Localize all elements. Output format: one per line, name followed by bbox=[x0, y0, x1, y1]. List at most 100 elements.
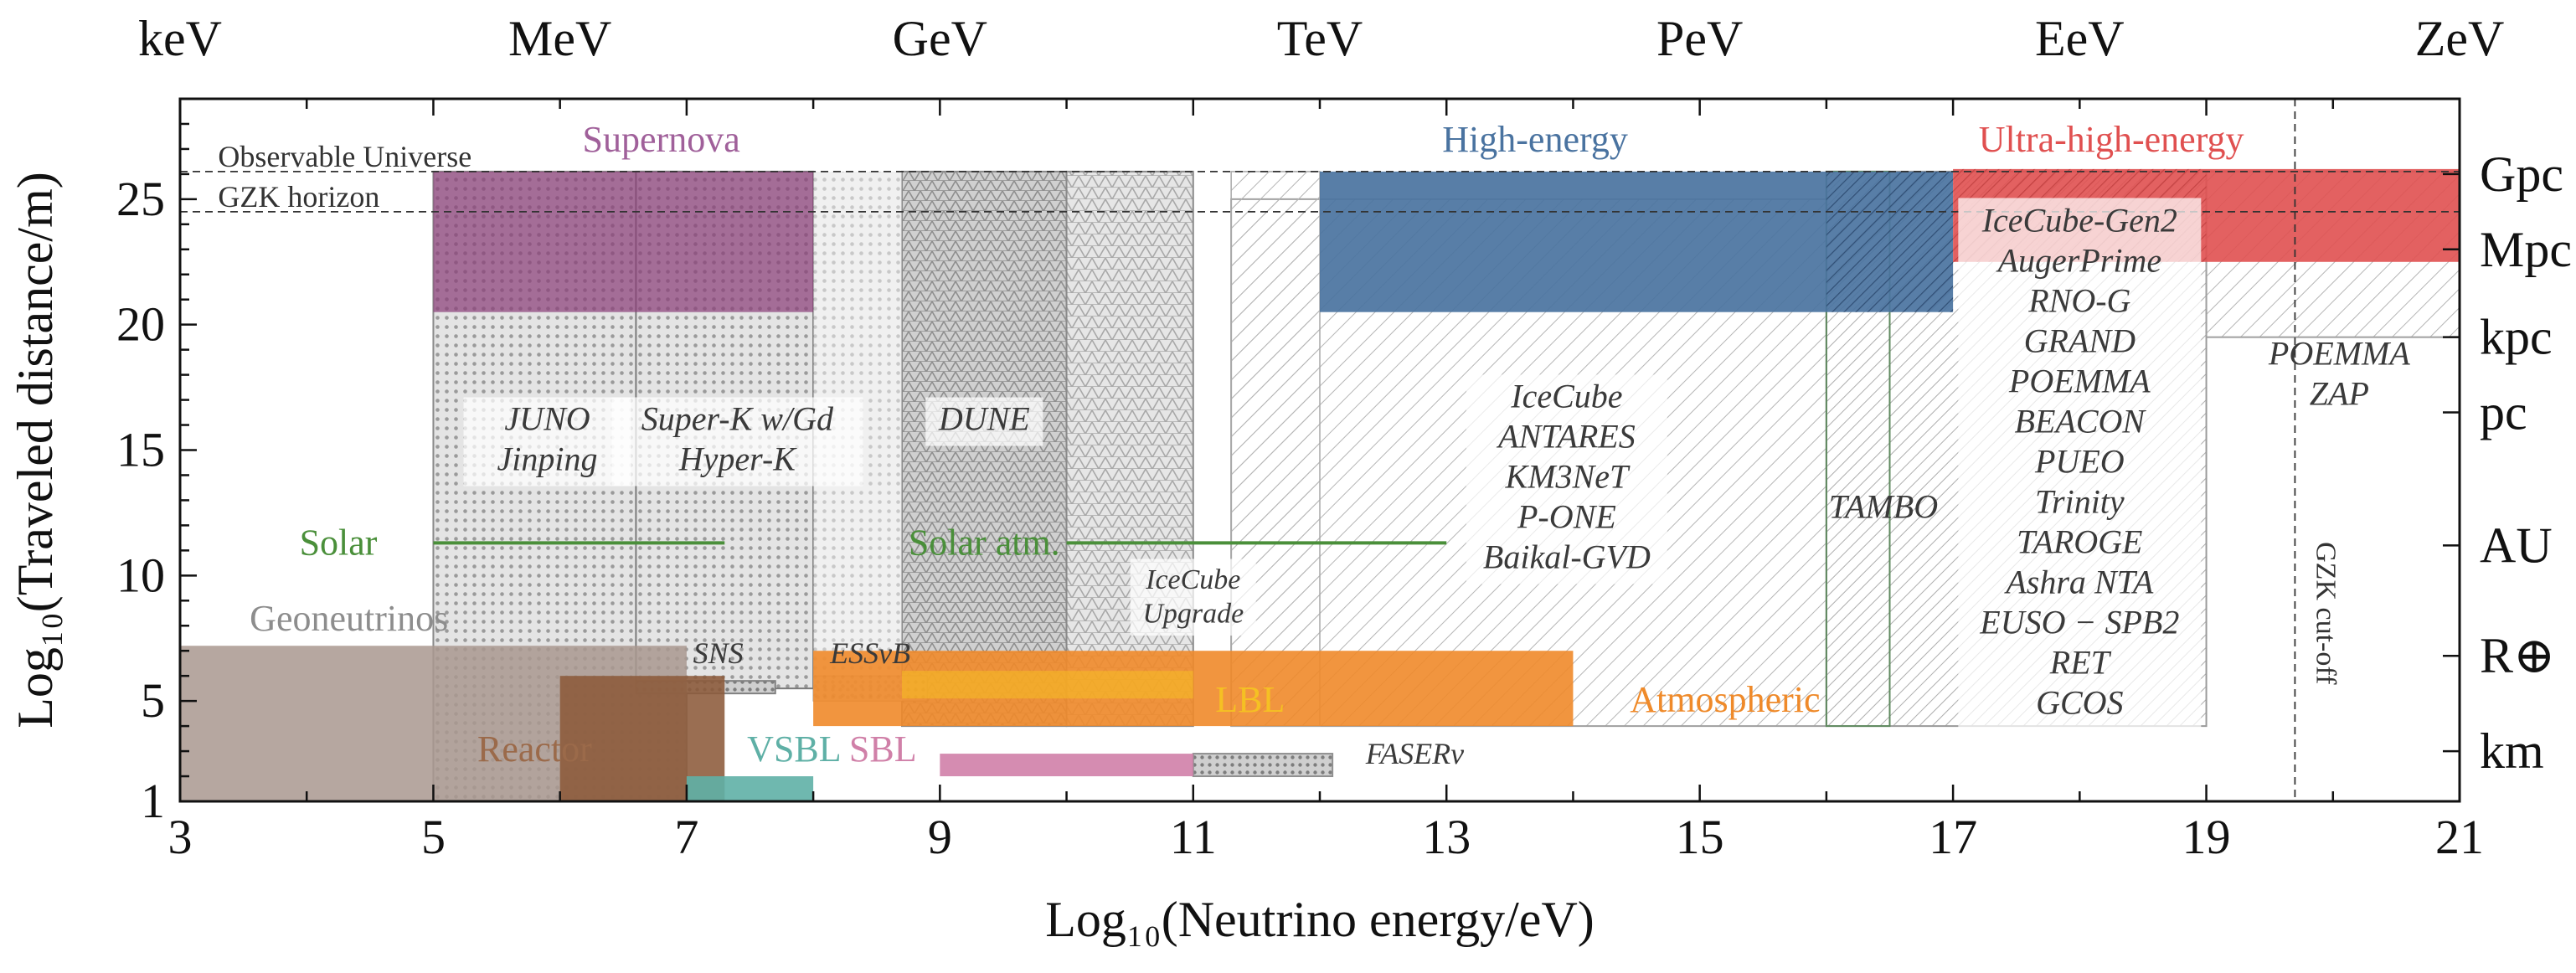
detector-label-sns: SNS bbox=[693, 636, 744, 670]
detector-region-icecube-extension bbox=[1230, 171, 1321, 727]
detector-label-icecube-big: IceCube ANTARES KM3NeT P-ONE Baikal-GVD bbox=[1483, 377, 1651, 575]
detector-label-icecube-big-line: KM3NeT bbox=[1505, 457, 1631, 495]
right-axis-label: R⊕ bbox=[2480, 628, 2555, 683]
right-axis-label: Gpc bbox=[2480, 147, 2563, 202]
detector-label-bg-juno bbox=[463, 397, 631, 486]
detector-label-super-k-w-gd-line: Super-K w/Gd bbox=[641, 400, 834, 438]
source-label-solar-atm: Solar atm. bbox=[909, 522, 1060, 563]
high-energy-overlap-hatch bbox=[1826, 171, 1954, 312]
detector-region-icecube-upgrade bbox=[1065, 170, 1194, 728]
detector-region-dune bbox=[900, 170, 1068, 728]
detector-label-juno-line: JUNO bbox=[504, 400, 590, 438]
detector-label-juno: JUNO Jinping bbox=[497, 400, 598, 478]
detector-label-tambo-line: TAMBO bbox=[1829, 487, 1938, 525]
detector-label-ess-b: ESSνB bbox=[829, 636, 910, 670]
detector-label-icecube-gen2-line: TAROGE bbox=[2017, 523, 2142, 560]
detector-label-super-k-w-gd-line: Hyper-K bbox=[678, 440, 797, 478]
x-tick-label: 15 bbox=[1676, 810, 1724, 864]
detector-label-icecube-gen2-line: RNO-G bbox=[2027, 281, 2130, 319]
detector-label-icecube-gen2: IceCube-Gen2 AugerPrime RNO-G GRAND POEMMA BE… bbox=[1979, 201, 2179, 721]
detector-label-ess-b-line: ESSνB bbox=[829, 636, 910, 670]
y-tick-label: 10 bbox=[116, 548, 165, 602]
detector-label-icecube-line: Upgrade bbox=[1142, 599, 1244, 630]
x-tick-label: 13 bbox=[1422, 810, 1471, 864]
y-tick-label: 20 bbox=[116, 297, 165, 352]
top-axis-label-mev: MeV bbox=[508, 11, 611, 66]
detector-label-icecube-gen2-line: Trinity bbox=[2035, 482, 2125, 520]
source-label-high-energy: High-energy bbox=[1442, 119, 1628, 160]
top-axis-label-pev: PeV bbox=[1656, 11, 1743, 66]
right-axis-label: Mpc bbox=[2480, 222, 2572, 277]
detector-label-dune: DUNE bbox=[938, 400, 1030, 438]
detector-label-bg-icecube-gen2 bbox=[1958, 198, 2202, 731]
detector-label-icecube-gen2-line: Ashra NTA bbox=[2003, 563, 2154, 600]
detector-label-icecube-gen2-line: RET bbox=[2049, 643, 2112, 681]
detector-label-icecube-gen2-line: POEMMA bbox=[2008, 362, 2151, 399]
right-axis-label: pc bbox=[2480, 385, 2527, 440]
top-axis-label-gev: GeV bbox=[893, 11, 987, 66]
right-axis-label: km bbox=[2480, 723, 2544, 779]
x-tick-label: 11 bbox=[1170, 810, 1217, 864]
x-tick-label: 7 bbox=[674, 810, 698, 864]
y-axis-title: Log₁₀(Traveled distance/m) bbox=[8, 172, 63, 728]
source-label-vsbl: VSBL bbox=[747, 728, 841, 770]
x-tick-label: 9 bbox=[928, 810, 952, 864]
detector-label-icecube-gen2-line: AugerPrime bbox=[1996, 241, 2162, 279]
detector-label-poemma-line: ZAP bbox=[2310, 375, 2369, 413]
y-tick-label: 5 bbox=[141, 673, 165, 728]
source-region-sbl bbox=[940, 754, 1193, 777]
vertical-label-gzk-cut-off: GZK cut-off bbox=[2310, 542, 2341, 685]
x-tick-label: 5 bbox=[421, 810, 446, 864]
detector-label-icecube-line: IceCube bbox=[1145, 564, 1240, 595]
x-tick-label: 19 bbox=[2182, 810, 2231, 864]
source-region-vsbl bbox=[686, 776, 814, 801]
right-axis-label: AU bbox=[2480, 517, 2553, 573]
y-tick-label: 1 bbox=[141, 774, 165, 828]
y-tick-label: 25 bbox=[116, 172, 165, 226]
source-label-lbl: LBL bbox=[1215, 679, 1285, 720]
top-axis-label-eev: EeV bbox=[2035, 11, 2125, 66]
detector-label-faser-line: FASERν bbox=[1365, 737, 1464, 770]
source-region-lbl bbox=[901, 671, 1193, 699]
detector-label-bg-icecube bbox=[1130, 559, 1256, 636]
detector-label-sns-line: SNS bbox=[693, 636, 744, 670]
detector-label-juno-line: Jinping bbox=[497, 440, 598, 478]
detector-label-icecube-gen2-line: PUEO bbox=[2034, 442, 2125, 480]
detector-label-icecube-gen2-line: GCOS bbox=[2036, 683, 2123, 721]
x-tick-label: 21 bbox=[2435, 810, 2484, 864]
detector-label-icecube-big-line: IceCube bbox=[1510, 377, 1622, 414]
source-label-ultra-high-energy: Ultra-high-energy bbox=[1979, 119, 2244, 160]
top-axis-label-tev: TeV bbox=[1277, 11, 1363, 66]
source-label-sbl: SBL bbox=[849, 728, 917, 770]
detector-label-icecube-big-line: Baikal-GVD bbox=[1483, 538, 1651, 575]
reference-label-gzk-horizon: GZK horizon bbox=[218, 180, 379, 214]
source-label-supernova: Supernova bbox=[583, 119, 740, 160]
source-label-solar: Solar bbox=[300, 522, 378, 563]
x-tick-label: 3 bbox=[168, 810, 193, 864]
top-axis-label-zev: ZeV bbox=[2415, 11, 2505, 66]
detector-label-icecube: IceCube Upgrade bbox=[1142, 564, 1244, 630]
y-tick-label: 15 bbox=[116, 423, 165, 477]
source-label-reactor: Reactor bbox=[477, 728, 592, 770]
x-axis-title: Log₁₀(Neutrino energy/eV) bbox=[1045, 892, 1595, 947]
detector-label-super-k-w-gd: Super-K w/Gd Hyper-K bbox=[641, 400, 834, 478]
detector-label-tambo: TAMBO bbox=[1829, 487, 1938, 525]
label-layer: Observable Universe GZK horizon GZK cut-of… bbox=[218, 119, 2410, 770]
detector-label-bg-super-k-w-gd bbox=[611, 397, 863, 486]
detector-label-icecube-gen2-line: GRAND bbox=[2024, 322, 2136, 359]
x-tick-label: 17 bbox=[1929, 810, 1977, 864]
detector-label-poemma: POEMMA ZAP bbox=[2268, 335, 2410, 413]
detector-label-icecube-gen2-line: BEACON bbox=[2015, 402, 2147, 440]
right-axis-label: kpc bbox=[2480, 310, 2553, 365]
source-label-geoneutrinos: Geoneutrinos bbox=[250, 598, 448, 639]
detector-label-icecube-gen2-line: EUSO − SPB2 bbox=[1979, 603, 2179, 641]
detector-label-faser: FASERν bbox=[1365, 737, 1464, 770]
detector-label-poemma-line: POEMMA bbox=[2268, 335, 2410, 373]
detector-label-dune-line: DUNE bbox=[938, 400, 1030, 438]
detector-region-faser bbox=[1192, 753, 1334, 778]
top-axis-label-kev: keV bbox=[138, 11, 222, 66]
detector-label-icecube-big-line: P-ONE bbox=[1517, 497, 1616, 535]
detector-label-icecube-big-line: ANTARES bbox=[1496, 417, 1636, 455]
